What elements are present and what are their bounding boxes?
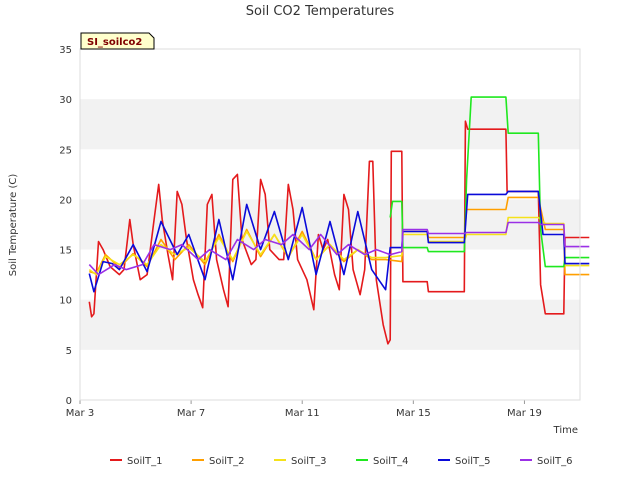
x-tick-label: Mar 7 (177, 408, 205, 419)
legend-label: SoilT_1 (127, 456, 163, 467)
site-label-text: SI_soilco2 (87, 37, 142, 48)
grid-band (80, 299, 580, 350)
x-tick-label: Mar 19 (507, 408, 542, 419)
legend-label: SoilT_3 (291, 456, 327, 467)
series-line-soilt-1 (88, 120, 590, 345)
y-axis-label: Soil Temperature (C) (8, 174, 19, 277)
y-tick-label: 20 (59, 195, 72, 206)
x-tick-label: Mar 15 (396, 408, 431, 419)
legend-item: SoilT_2 (192, 456, 245, 467)
y-tick-label: 15 (59, 246, 72, 257)
x-tick-label: Mar 3 (66, 408, 94, 419)
legend-label: SoilT_2 (209, 456, 245, 467)
x-axis-label: Time (553, 425, 578, 436)
y-axis: 0 5 10 15 20 25 30 35 (59, 45, 72, 407)
y-tick-label: 10 (59, 296, 72, 307)
grid-bands (80, 99, 580, 350)
y-tick-label: 5 (66, 346, 72, 357)
legend-item: SoilT_6 (520, 456, 573, 467)
legend-item: SoilT_3 (274, 456, 327, 467)
legend-label: SoilT_5 (455, 456, 491, 467)
legend: SoilT_1 SoilT_2 SoilT_3 SoilT_4 SoilT_5 SoilT… (110, 456, 573, 467)
legend-item: SoilT_1 (110, 456, 163, 467)
plot-frame (79, 48, 581, 401)
y-tick-label: 30 (59, 95, 72, 106)
legend-label: SoilT_4 (373, 456, 409, 467)
legend-label: SoilT_6 (537, 456, 573, 467)
x-tick-label: Mar 11 (285, 408, 320, 419)
site-label-tag: SI_soilco2 (80, 32, 155, 50)
chart-title: Soil CO2 Temperatures (246, 4, 395, 19)
y-tick-label: 25 (59, 145, 72, 156)
grid-band (80, 99, 580, 150)
legend-item: SoilT_5 (438, 456, 491, 467)
site-label-box (80, 32, 155, 50)
series-lines (88, 96, 590, 345)
series-line-soilt-6 (88, 221, 590, 276)
legend-item: SoilT_4 (356, 456, 409, 467)
x-axis: Mar 3 Mar 7 Mar 11 Mar 15 Mar 19 (66, 400, 542, 419)
y-tick-label: 0 (66, 396, 72, 407)
series-line-soilt-5 (88, 190, 590, 293)
y-tick-label: 35 (59, 45, 72, 56)
